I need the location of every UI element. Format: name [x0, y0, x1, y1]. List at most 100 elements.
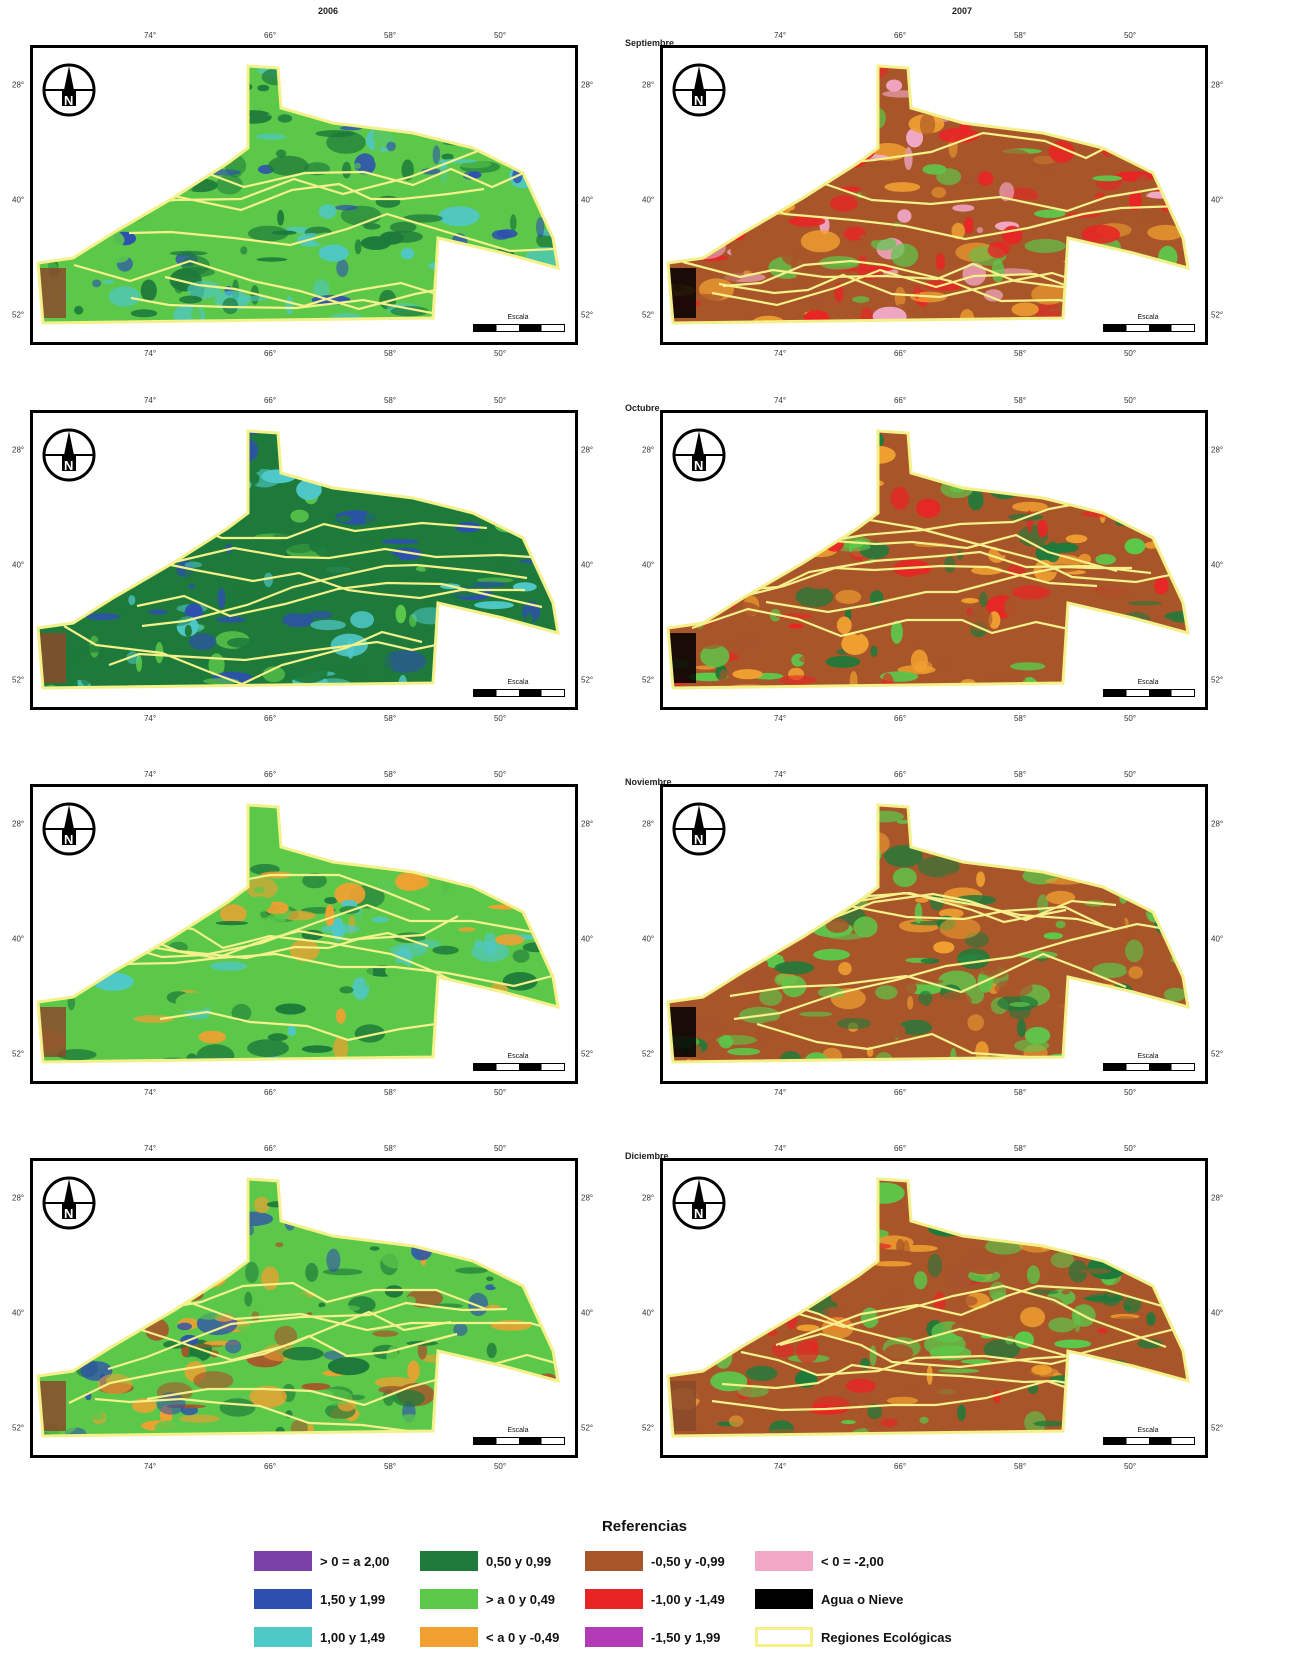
top-tick-label: 74° — [143, 770, 157, 779]
top-tick-label: 58° — [383, 396, 397, 405]
legend-label: -1,00 y -1,49 — [651, 1591, 725, 1607]
lat-tick-label: 40° — [642, 195, 655, 205]
top-tick-label: 50° — [493, 396, 507, 405]
north-arrow-icon: N — [41, 1175, 97, 1236]
north-arrow-icon: N — [41, 427, 97, 488]
legend-swatch — [420, 1627, 478, 1647]
legend-label: Agua o Nieve — [821, 1591, 904, 1607]
top-tick-label: 58° — [383, 1144, 397, 1153]
top-tick-label: 50° — [1123, 770, 1137, 779]
lat-tick-label: 28° — [1211, 1193, 1224, 1203]
bottom-tick-label: 58° — [1013, 1462, 1027, 1471]
top-tick-label: 66° — [263, 396, 277, 405]
column-title-2007: 2007 — [952, 6, 973, 16]
lat-tick-label: 28° — [581, 819, 594, 829]
bottom-tick-label: 66° — [263, 714, 277, 723]
legend-swatch — [585, 1589, 643, 1609]
legend-item: Agua o Nieve — [755, 1588, 903, 1610]
north-label: N — [64, 93, 74, 108]
legend-swatch — [254, 1589, 312, 1609]
legend-label: > a 0 y 0,49 — [486, 1591, 556, 1607]
legend-swatch — [755, 1551, 813, 1571]
lat-tick-label: 28° — [581, 1193, 594, 1203]
legend-label: 0,50 y 0,99 — [486, 1553, 552, 1569]
legend-swatch — [755, 1589, 813, 1609]
lat-tick-label: 28° — [12, 445, 25, 455]
scale-bar: Escala — [1103, 314, 1195, 336]
legend-item: > a 0 y 0,49 — [420, 1588, 555, 1610]
lat-tick-label: 28° — [581, 80, 594, 90]
top-tick-label: 50° — [493, 31, 507, 40]
bottom-tick-label: 74° — [143, 1088, 157, 1097]
lat-tick-label: 40° — [12, 560, 25, 570]
legend-item: -1,00 y -1,49 — [585, 1588, 725, 1610]
scale-bar: Escala — [1103, 1427, 1195, 1449]
lat-tick-label: 52° — [1211, 675, 1224, 685]
bottom-tick-label: 58° — [1013, 349, 1027, 358]
bottom-tick-label: 58° — [383, 1462, 397, 1471]
scale-title: Escala — [1137, 314, 1159, 321]
lat-tick-label: 28° — [642, 80, 655, 90]
legend-swatch — [755, 1627, 813, 1647]
lat-tick-label: 40° — [1211, 1308, 1224, 1318]
lat-tick-label: 40° — [581, 1308, 594, 1318]
top-tick-label: 66° — [263, 770, 277, 779]
lat-tick-label: 40° — [581, 934, 594, 944]
legend-item: < a 0 y -0,49 — [420, 1626, 559, 1648]
legend-item: 0,50 y 0,99 — [420, 1550, 551, 1572]
bottom-tick-label: 74° — [143, 349, 157, 358]
bottom-tick-label: 50° — [1123, 1462, 1137, 1471]
north-arrow-icon: N — [671, 1175, 727, 1236]
top-tick-label: 58° — [383, 31, 397, 40]
lat-tick-label: 40° — [642, 934, 655, 944]
top-tick-label: 66° — [263, 31, 277, 40]
bottom-tick-label: 66° — [263, 1462, 277, 1471]
top-tick-label: 58° — [383, 770, 397, 779]
bottom-tick-label: 58° — [1013, 1088, 1027, 1097]
lat-tick-label: 28° — [1211, 80, 1224, 90]
top-tick-label: 74° — [143, 396, 157, 405]
legend-label: < 0 = -2,00 — [821, 1553, 884, 1569]
top-tick-label: 50° — [493, 770, 507, 779]
lat-tick-label: 28° — [581, 445, 594, 455]
north-arrow-icon: N — [41, 801, 97, 862]
north-arrow-icon: N — [671, 427, 727, 488]
terrain-map — [36, 803, 560, 1064]
top-tick-label: 74° — [773, 31, 787, 40]
legend-swatch — [254, 1627, 312, 1647]
legend-item: 1,50 y 1,99 — [254, 1588, 385, 1610]
lat-tick-label: 52° — [1211, 1423, 1224, 1433]
column-title-2006: 2006 — [318, 6, 339, 16]
map-panel: N Escala — [660, 1158, 1208, 1458]
legend-label: -0,50 y -0,99 — [651, 1553, 725, 1569]
map-panel: N Escala — [30, 410, 578, 710]
top-tick-label: 74° — [773, 396, 787, 405]
bottom-tick-label: 50° — [493, 1462, 507, 1471]
top-tick-label: 74° — [143, 1144, 157, 1153]
bottom-tick-label: 58° — [383, 714, 397, 723]
north-label: N — [694, 832, 704, 847]
top-tick-label: 74° — [143, 31, 157, 40]
top-tick-label: 66° — [893, 770, 907, 779]
lat-tick-label: 52° — [12, 675, 25, 685]
bottom-tick-label: 66° — [893, 1462, 907, 1471]
terrain-map — [36, 64, 560, 325]
legend-label: 1,50 y 1,99 — [320, 1591, 386, 1607]
terrain-map — [666, 429, 1190, 690]
lat-tick-label: 28° — [642, 819, 655, 829]
north-arrow-icon: N — [671, 801, 727, 862]
north-arrow-icon: N — [41, 62, 97, 123]
lat-tick-label: 28° — [12, 819, 25, 829]
top-tick-label: 66° — [263, 1144, 277, 1153]
top-tick-label: 66° — [893, 396, 907, 405]
scale-bar: Escala — [473, 1427, 565, 1449]
lat-tick-label: 52° — [642, 1423, 655, 1433]
lat-tick-label: 28° — [12, 1193, 25, 1203]
bottom-tick-label: 50° — [1123, 1088, 1137, 1097]
scale-bar: Escala — [1103, 1053, 1195, 1075]
bottom-tick-label: 74° — [773, 1462, 787, 1471]
map-panel: N Escala — [660, 784, 1208, 1084]
top-tick-label: 50° — [1123, 1144, 1137, 1153]
legend-item: 1,00 y 1,49 — [254, 1626, 385, 1648]
scale-title: Escala — [507, 679, 529, 686]
